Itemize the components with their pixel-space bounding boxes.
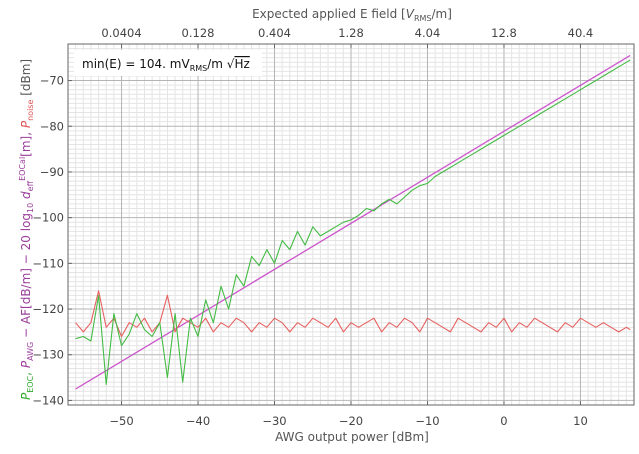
y-tick-label: −130 xyxy=(32,348,64,362)
y-tick-label: −80 xyxy=(40,119,64,133)
top-tick-label: 1.28 xyxy=(338,26,364,40)
ylabel-eoc-comma: , xyxy=(19,372,33,376)
top-tick-label: 4.04 xyxy=(415,26,441,40)
major-gridlines xyxy=(68,44,634,405)
top-axis-title: Expected applied E field [VRMS/m] xyxy=(252,7,452,23)
ylabel-eoc: P xyxy=(19,392,33,400)
x-tick-label: −10 xyxy=(415,414,439,428)
top-axis-title-sub: RMS xyxy=(414,14,432,23)
ylabel-noise-sub: noise xyxy=(26,100,35,121)
annotation-box xyxy=(74,50,262,76)
ylabel-log-base: 10 xyxy=(26,203,35,213)
ylabel-noise: P xyxy=(19,120,33,128)
top-tick-label: 12.8 xyxy=(491,26,517,40)
x-tick-label: −50 xyxy=(109,414,133,428)
y-tick-label: −120 xyxy=(32,302,64,316)
series-line-awg-line xyxy=(75,54,631,390)
y-tick-label: −110 xyxy=(32,256,64,270)
y-tick-label: −100 xyxy=(32,211,64,225)
top-axis-title-part-1: Expected applied E field [ xyxy=(252,7,406,21)
ylabel-eoc-sub: EOC xyxy=(26,375,35,392)
x-tick-label: 10 xyxy=(573,414,588,428)
ylabel-d: d xyxy=(19,191,33,203)
y-tick-label: −70 xyxy=(40,74,64,88)
y-tick-label: −90 xyxy=(40,165,64,179)
x-tick-label: −30 xyxy=(262,414,286,428)
ylabel-awg-sub: AWG xyxy=(26,342,35,361)
ylabel-awg-tail: [m], xyxy=(19,128,33,157)
annotation-prefix: min(E) = 104. mV xyxy=(82,57,190,71)
x-tick-label: −40 xyxy=(186,414,210,428)
annotation-radicand: Hz xyxy=(234,57,249,71)
top-tick-labels: 0.0404 0.128 0.404 1.28 4.04 12.8 40.4 xyxy=(101,26,593,48)
x-tick-label: 0 xyxy=(500,414,507,428)
x-axis-title: AWG output power [dBm] xyxy=(275,430,429,444)
series-line-eoc xyxy=(75,59,631,385)
top-axis-title-part-4: /m] xyxy=(432,7,452,21)
ylabel-awg-expr: − AF[dB/m] − 20 log xyxy=(19,213,33,342)
series-layer xyxy=(75,54,631,390)
top-axis-title-part-2: V xyxy=(406,7,415,21)
top-tick-label: 0.128 xyxy=(182,26,215,40)
sqrt-icon: √ xyxy=(227,57,235,71)
bottom-tick-labels: −50 −40 −30 −20 −10 0 10 xyxy=(109,401,588,428)
series-line-noise xyxy=(75,290,631,338)
y-tick-label: −140 xyxy=(32,393,64,407)
ylabel-d-sub: eff xyxy=(26,180,35,191)
top-tick-label: 0.0404 xyxy=(101,26,141,40)
top-tick-label: 40.4 xyxy=(568,26,594,40)
y-axis-title: PEOC, PAWG − AF[dB/m] − 20 log10 deffEOC… xyxy=(18,59,35,400)
x-tick-label: −20 xyxy=(339,414,363,428)
annotation-text: min(E) = 104. mVRMS/m √Hz xyxy=(82,57,250,73)
ylabel-units: [dBm] xyxy=(19,59,33,100)
annotation-suffix: /m xyxy=(207,57,227,71)
annotation-sub: RMS xyxy=(190,64,208,73)
top-tick-label: 0.404 xyxy=(258,26,291,40)
left-tick-labels: −140 −130 −120 −110 −100 −90 −80 −70 xyxy=(32,74,72,407)
ylabel-d-sup: EOCal xyxy=(18,157,27,181)
ylabel-awg: P xyxy=(19,360,33,372)
